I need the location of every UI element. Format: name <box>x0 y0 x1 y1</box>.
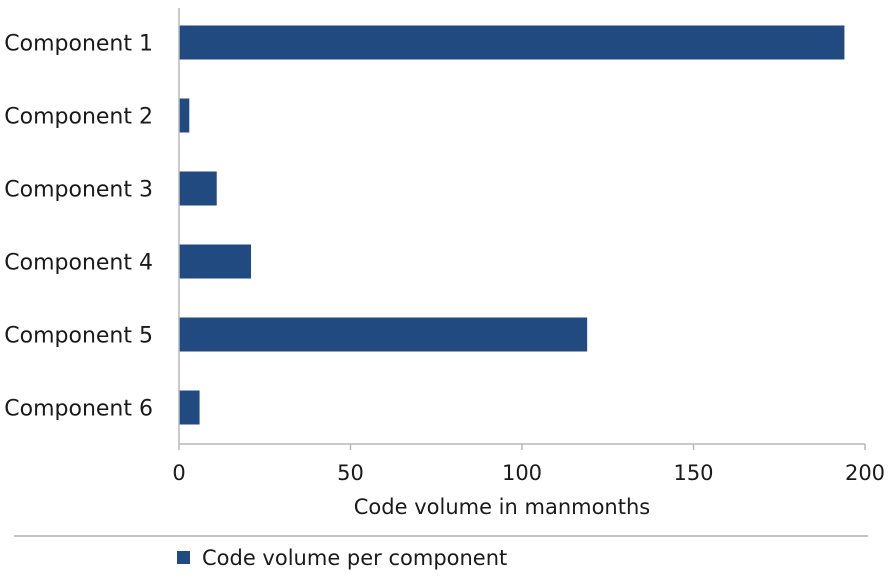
x-tick-label: 150 <box>673 461 713 485</box>
legend-swatch <box>177 551 190 564</box>
category-label: Component 2 <box>4 105 153 130</box>
bars-layer <box>179 25 845 425</box>
legend: Code volume per component <box>177 546 507 570</box>
bar-component-2 <box>179 98 190 133</box>
axis-layer <box>178 8 865 445</box>
bar-component-4 <box>179 244 252 279</box>
x-tick-label: 0 <box>172 461 185 485</box>
category-label: Component 5 <box>4 324 153 349</box>
x-tick-label: 100 <box>502 461 542 485</box>
bar-component-1 <box>179 25 845 60</box>
bar-component-3 <box>179 171 217 206</box>
x-axis-ticks: 0 50 100 150 200 <box>172 444 885 485</box>
x-tick-label: 50 <box>337 461 364 485</box>
x-axis-title: Code volume in manmonths <box>354 495 650 519</box>
bar-component-5 <box>179 317 588 352</box>
x-tick-label: 200 <box>845 461 885 485</box>
category-labels: Component 1 Component 2 Component 3 Compone… <box>4 32 153 422</box>
category-label: Component 4 <box>4 251 153 276</box>
category-label: Component 6 <box>4 397 153 422</box>
bar-component-6 <box>179 390 200 425</box>
category-label: Component 3 <box>4 178 153 203</box>
legend-label: Code volume per component <box>202 546 507 570</box>
category-label: Component 1 <box>4 32 153 57</box>
